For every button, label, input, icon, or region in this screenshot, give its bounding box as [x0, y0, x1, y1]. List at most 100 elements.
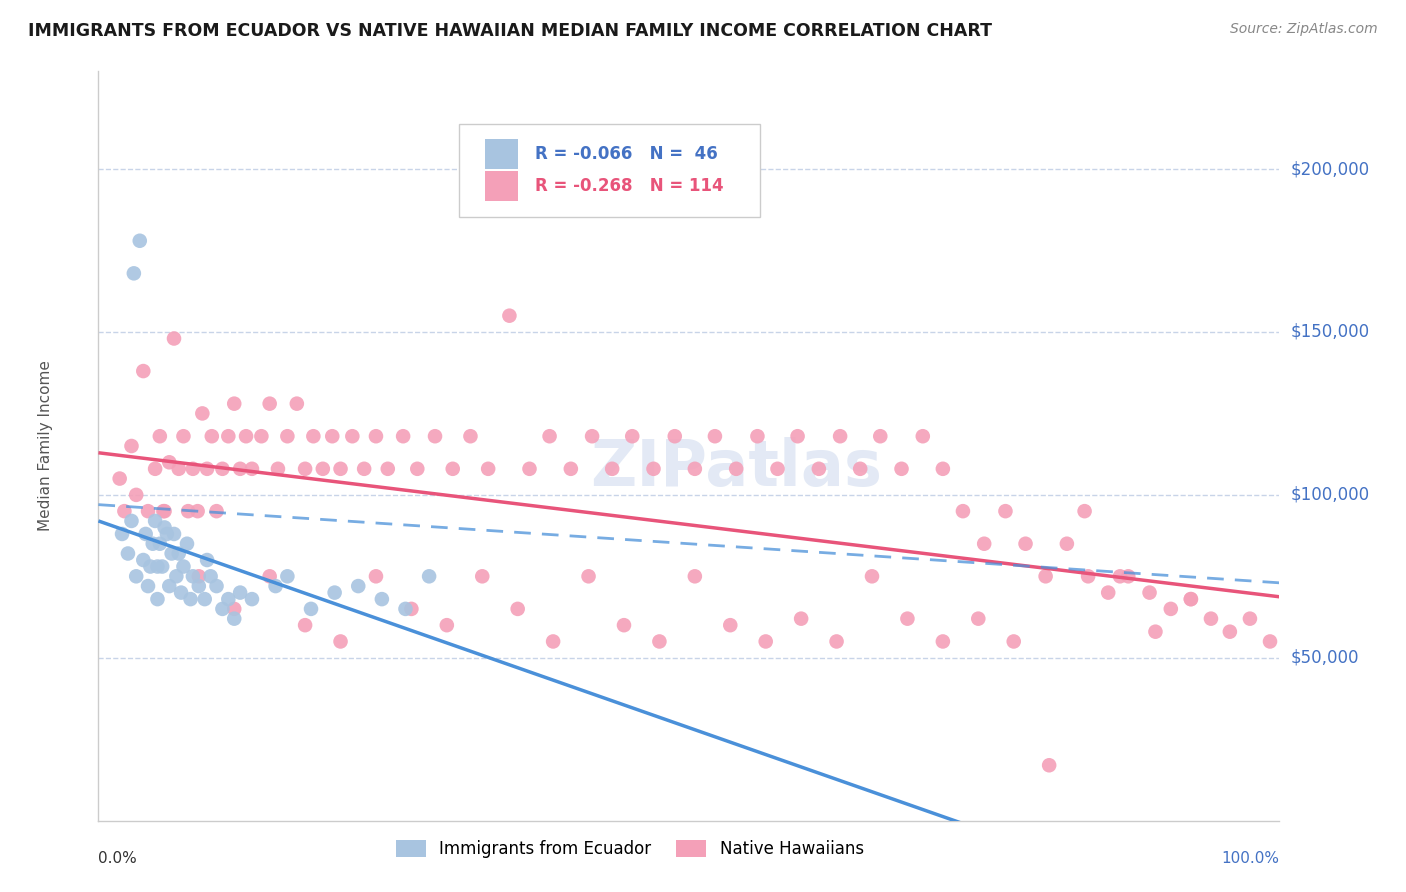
Point — [312, 462, 335, 476]
Point — [613, 618, 636, 632]
Point — [294, 462, 316, 476]
Point — [725, 462, 748, 476]
Point — [172, 429, 194, 443]
Point — [142, 537, 165, 551]
Point — [329, 462, 352, 476]
Point — [276, 569, 298, 583]
Point — [394, 602, 416, 616]
Point — [240, 462, 263, 476]
Point — [1097, 585, 1119, 599]
Point — [560, 462, 582, 476]
Point — [994, 504, 1017, 518]
Point — [648, 634, 671, 648]
Point — [755, 634, 778, 648]
Text: $50,000: $50,000 — [1291, 648, 1360, 666]
Point — [121, 439, 143, 453]
Point — [176, 537, 198, 551]
Point — [195, 462, 218, 476]
Point — [423, 429, 446, 443]
Text: 100.0%: 100.0% — [1222, 851, 1279, 865]
Point — [172, 559, 194, 574]
Point — [498, 309, 520, 323]
Point — [471, 569, 494, 583]
Point — [621, 429, 644, 443]
Point — [153, 520, 176, 534]
Point — [187, 569, 209, 583]
Point — [224, 602, 246, 616]
Point — [849, 462, 872, 476]
Point — [1160, 602, 1182, 616]
Point — [187, 504, 209, 518]
Point — [194, 592, 217, 607]
Point — [790, 612, 813, 626]
Point — [217, 592, 239, 607]
Point — [139, 559, 162, 574]
Point — [364, 569, 387, 583]
FancyBboxPatch shape — [485, 139, 517, 169]
Point — [643, 462, 665, 476]
Point — [267, 462, 290, 476]
Point — [1002, 634, 1025, 648]
FancyBboxPatch shape — [485, 171, 517, 201]
Point — [150, 559, 173, 574]
Point — [364, 429, 387, 443]
Point — [132, 364, 155, 378]
Point — [125, 569, 148, 583]
Point — [1038, 758, 1060, 772]
Point — [825, 634, 848, 648]
Point — [235, 429, 257, 443]
Point — [195, 553, 218, 567]
Point — [664, 429, 686, 443]
Point — [703, 429, 725, 443]
Point — [747, 429, 769, 443]
FancyBboxPatch shape — [458, 124, 759, 218]
Point — [299, 602, 322, 616]
Point — [1077, 569, 1099, 583]
Point — [240, 592, 263, 607]
Point — [371, 592, 394, 607]
Point — [460, 429, 482, 443]
Point — [1109, 569, 1132, 583]
Point — [578, 569, 600, 583]
Point — [418, 569, 440, 583]
Point — [211, 462, 233, 476]
Point — [1014, 537, 1036, 551]
Point — [406, 462, 429, 476]
Point — [180, 592, 202, 607]
Point — [932, 634, 955, 648]
Point — [170, 585, 193, 599]
Text: 0.0%: 0.0% — [98, 851, 138, 865]
Point — [1239, 612, 1261, 626]
Text: Source: ZipAtlas.com: Source: ZipAtlas.com — [1230, 22, 1378, 37]
Point — [143, 462, 166, 476]
Point — [117, 547, 139, 561]
Text: R = -0.268   N = 114: R = -0.268 N = 114 — [536, 177, 724, 195]
Point — [600, 462, 623, 476]
Point — [1073, 504, 1095, 518]
Point — [890, 462, 912, 476]
Point — [125, 488, 148, 502]
Point — [1056, 537, 1078, 551]
Point — [321, 429, 343, 443]
Point — [401, 602, 423, 616]
Point — [718, 618, 741, 632]
Point — [441, 462, 464, 476]
Point — [1144, 624, 1167, 639]
Point — [1219, 624, 1241, 639]
Point — [1180, 592, 1202, 607]
Point — [111, 527, 134, 541]
Point — [250, 429, 273, 443]
Point — [229, 462, 252, 476]
Point — [1139, 585, 1161, 599]
Point — [342, 429, 364, 443]
Point — [294, 618, 316, 632]
Point — [683, 462, 706, 476]
Point — [683, 569, 706, 583]
Point — [911, 429, 934, 443]
Point — [149, 429, 172, 443]
Point — [143, 514, 166, 528]
Point — [121, 514, 143, 528]
Point — [538, 429, 561, 443]
Point — [132, 553, 155, 567]
Point — [259, 569, 281, 583]
